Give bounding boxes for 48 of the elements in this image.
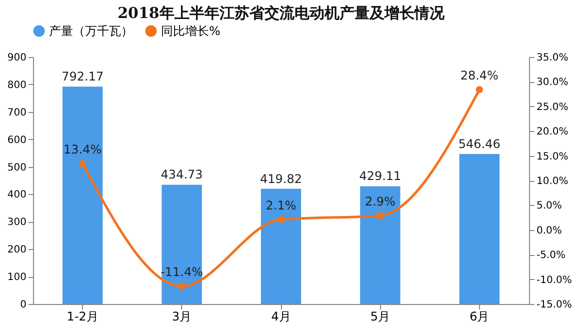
x-tick-label: 4月 [271,310,291,324]
data-label: 434.73 [160,168,203,182]
y2-tick-label: 10.0% [536,176,568,187]
bar [459,154,500,304]
point [178,282,186,290]
y-tick-label: 300 [7,217,26,228]
y2-tick-label: 15.0% [536,151,568,162]
y2-tick-label: 35.0% [536,52,568,64]
x-tick-label: 5月 [370,310,390,324]
data-label: 2.9% [364,194,396,209]
y-tick-label: 900 [7,52,26,64]
bar [260,188,302,304]
data-label: 792.17 [62,70,104,84]
y2-tick-label: -15.0% [536,300,572,310]
y-tick-label: 500 [7,162,26,174]
point [277,216,285,224]
data-label: 419.82 [260,172,302,186]
point [376,212,384,220]
y-tick-label: 600 [7,134,26,146]
y-tick-label: 100 [7,272,26,284]
bar [62,86,103,304]
bar [162,184,202,304]
data-label: 546.46 [458,137,500,152]
data-label: 13.4% [64,142,102,157]
x-tick-label: 1-2月 [66,310,98,324]
chart-title: 2018年上半年江苏省交流电动机产量及增长情况 [118,4,446,22]
legend-label: 同比增长% [161,24,220,38]
y-tick-label: 0 [20,300,26,310]
y2-tick-label: -5.0% [536,250,566,262]
data-label: 429.11 [359,169,402,184]
bar [360,186,400,304]
data-label: 28.4% [460,68,498,83]
y-tick-label: 200 [7,244,26,256]
point [79,160,86,168]
y2-tick-label: -10.0% [536,274,572,286]
x-tick-label: 3月 [172,310,192,324]
y2-tick-label: 25.0% [536,102,568,113]
legend-label: 产量（万千瓦） [49,24,133,38]
y2-tick-label: 30.0% [536,77,568,88]
y-tick-label: 400 [7,190,26,201]
y2-tick-label: 0.0% [536,225,562,236]
y-tick-label: 700 [7,107,26,118]
y2-tick-label: 20.0% [536,126,568,138]
y2-tick-label: 5.0% [536,200,562,212]
y-tick-label: 800 [7,80,26,91]
data-label: 2.1% [266,198,296,213]
x-tick-label: 6月 [470,310,490,324]
point [476,86,483,94]
